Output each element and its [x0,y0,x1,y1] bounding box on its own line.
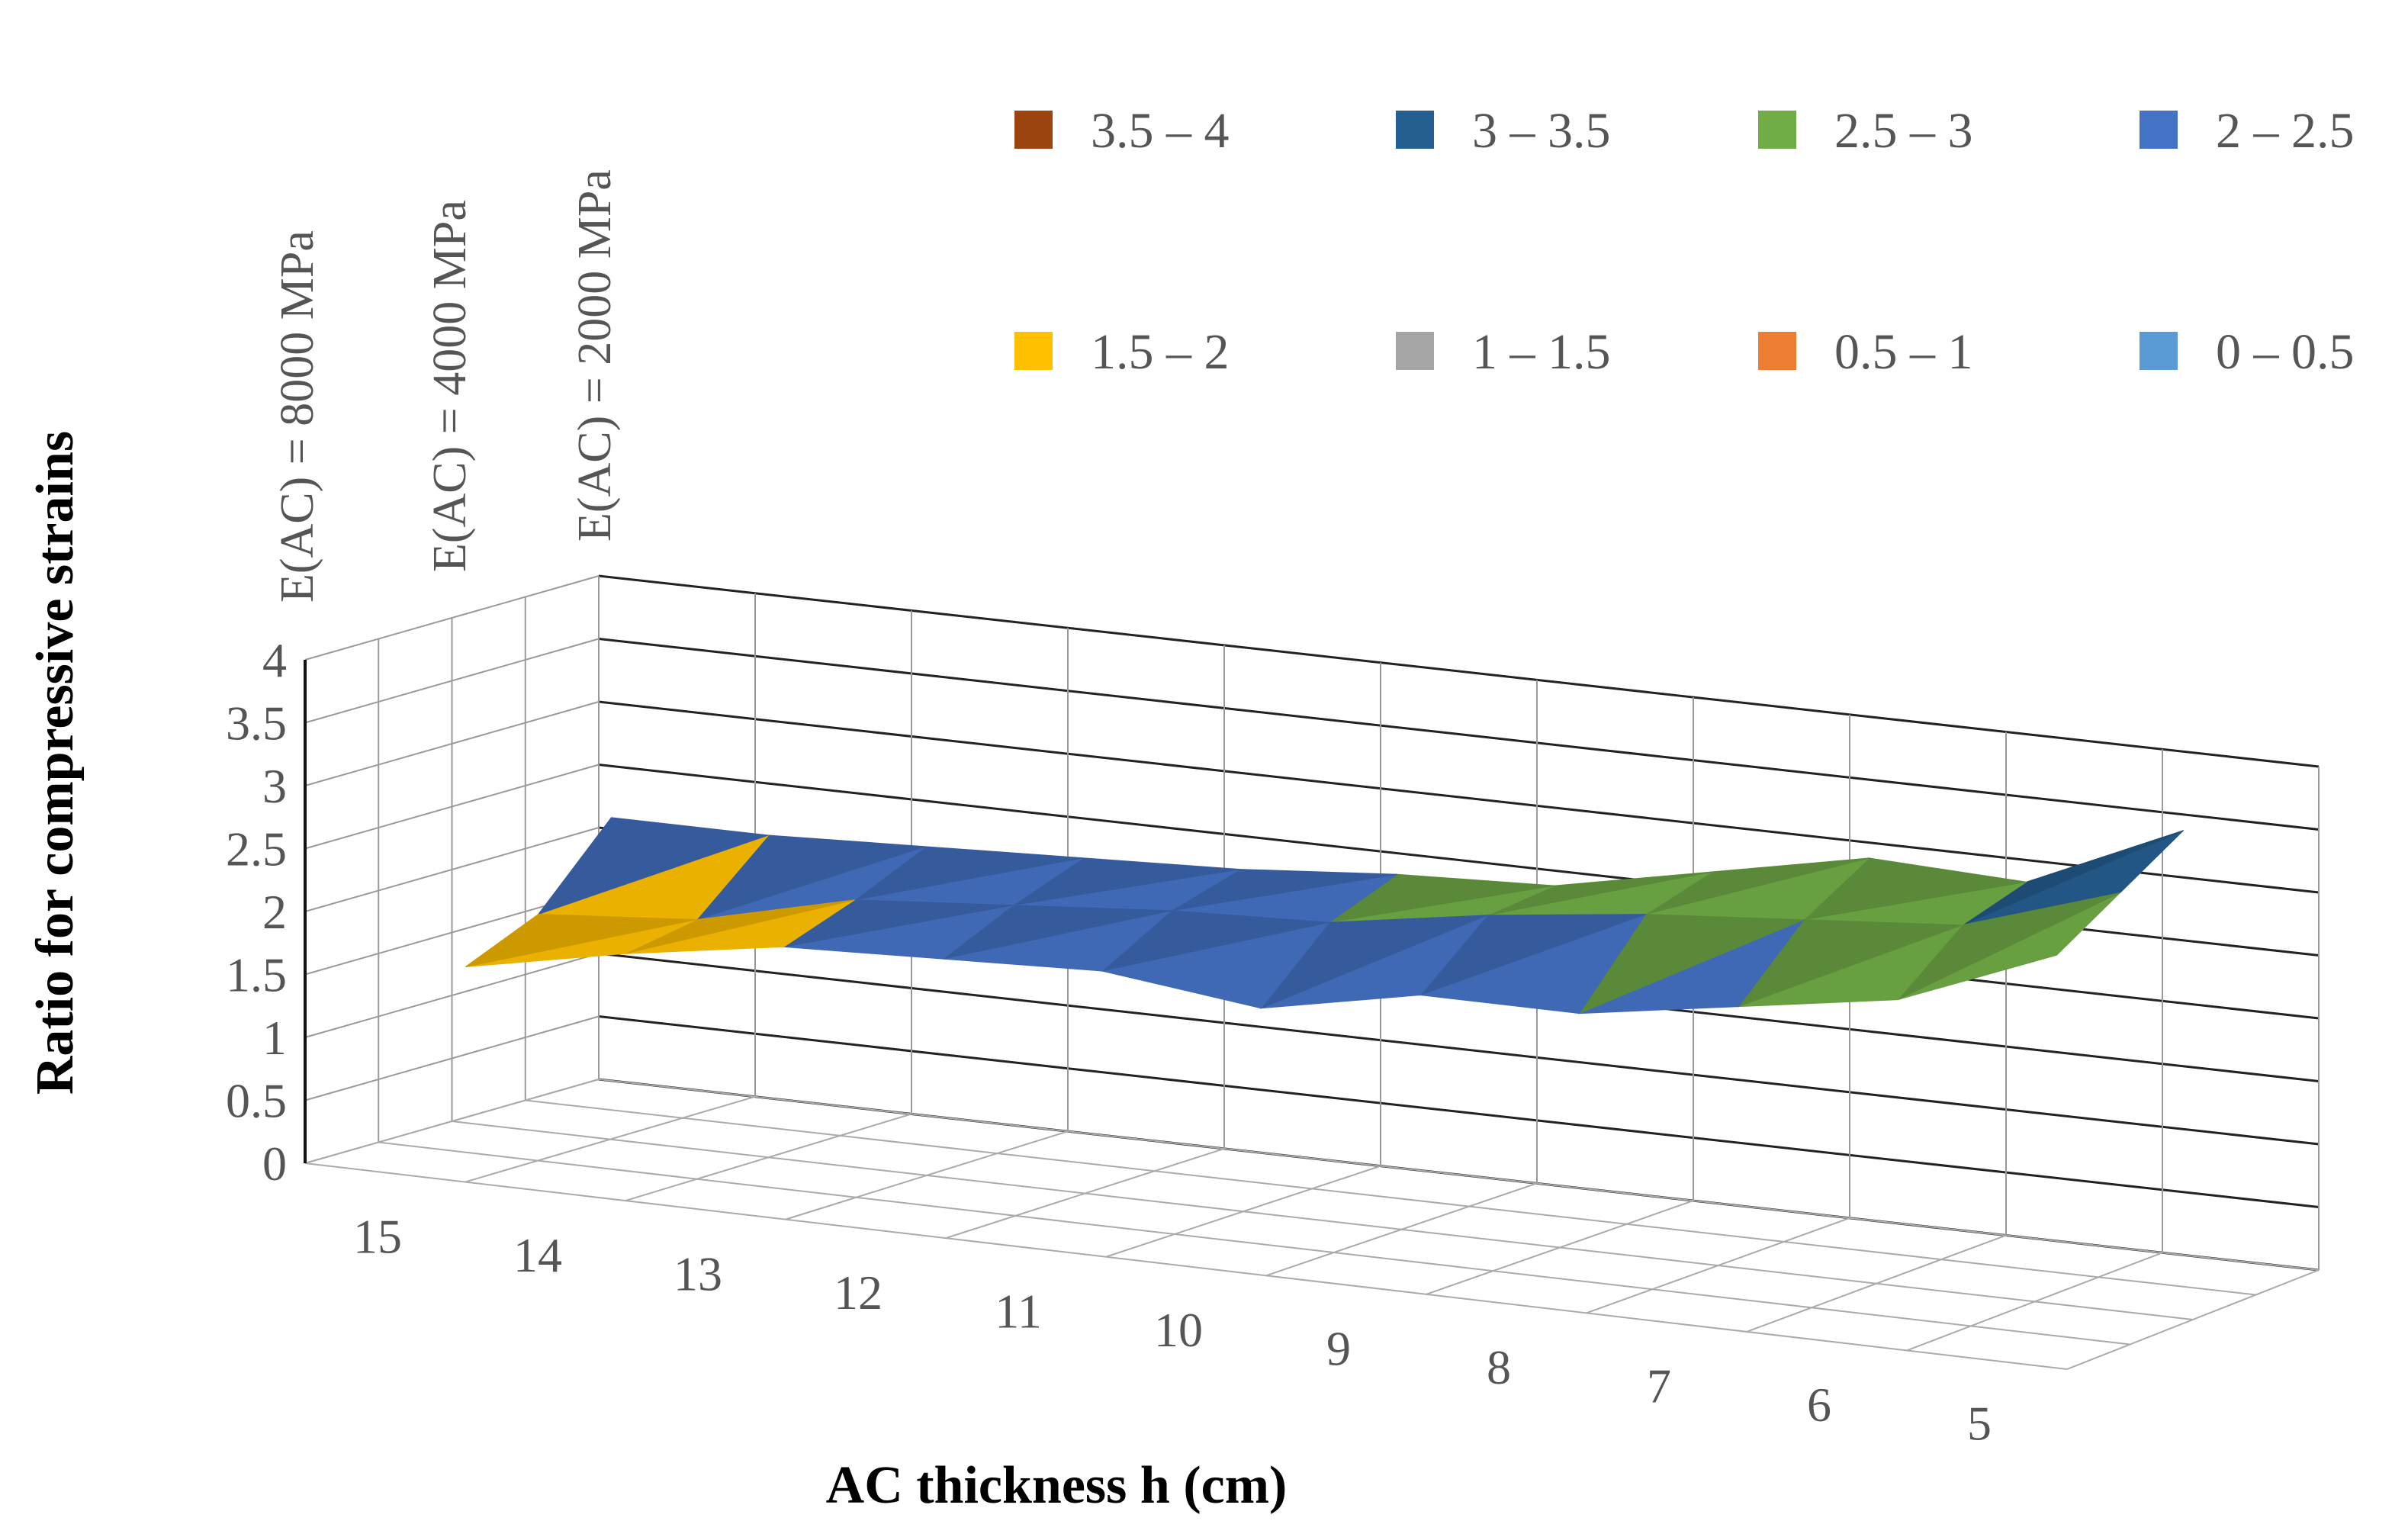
legend-label: 2.5 – 3 [1834,103,1973,159]
x-tick-label: 8 [1487,1340,1511,1394]
legend-swatch [1396,111,1434,149]
floor-gridline [378,1141,2130,1346]
legend-label: 0 – 0.5 [2216,324,2355,380]
legend-label: 2 – 2.5 [2216,103,2355,159]
legend-label: 0.5 – 1 [1834,324,1973,380]
z-tick-label: 4 [262,633,287,687]
legend-swatch [2140,332,2178,370]
back-wall-gridline [598,700,2320,894]
x-tick-label: 11 [995,1284,1042,1338]
back-wall-gridline [598,574,2320,768]
grid-layer [304,574,2320,1370]
floor-gridline [598,1079,2320,1271]
x-tick-label: 10 [1154,1303,1203,1357]
x-tick-label: 12 [834,1265,883,1320]
z-tick-label: 2 [262,885,287,939]
legend-label: 3 – 3.5 [1472,103,1611,159]
surface-facet [537,817,769,915]
legend: 3.5 – 4 3 – 3.5 2.5 – 3 2 – 2.5 1.5 – 2 1 – 1… [1014,103,2355,380]
series-label: E(AC) = 8000 MPa [272,230,323,603]
series-label: E(AC) = 4000 MPa [424,200,476,572]
x-tick-label: 9 [1326,1322,1351,1376]
x-tick-label: 14 [513,1228,562,1282]
x-tick-label: 6 [1807,1378,1831,1432]
z-tick-label: 0 [262,1137,287,1191]
x-tick-label: 7 [1647,1359,1671,1413]
x-tick-label: 13 [674,1246,722,1301]
z-tick-label: 1.5 [226,948,287,1002]
z-tick-label: 3 [262,759,287,813]
y-axis-title: Ratio for compressive strains [26,431,85,1095]
surface-facet [465,914,697,968]
x-axis-title: AC thickness h (cm) [826,1456,1288,1515]
z-tick-label: 0.5 [226,1074,287,1128]
legend-label: 1.5 – 2 [1091,324,1230,380]
z-tick-label: 1 [262,1011,287,1065]
back-wall-gridline [598,638,2320,831]
surface-layer [465,817,2185,1014]
floor-gridline [452,1121,2194,1320]
legend-swatch [2140,111,2178,149]
legend-swatch [1758,332,1796,370]
floor-gridline [304,1162,2068,1370]
legend-swatch [1014,111,1053,149]
z-tick-label: 3.5 [226,696,287,751]
label-layer: 0 0.5 1 1.5 2 2.5 3 3.5 4 15 14 13 12 11 10 9 8 7 6 5 E(AC) … [26,169,1992,1515]
front-grid-layer [304,660,307,1163]
legend-swatch [1396,332,1434,370]
z-tick-label: 2.5 [226,822,287,876]
x-tick-label: 5 [1967,1397,1992,1451]
legend-label: 1 – 1.5 [1472,324,1611,380]
x-tick-label: 15 [353,1209,402,1263]
legend-swatch [1014,332,1053,370]
floor-gridline [525,1099,2256,1296]
legend-swatch [1758,111,1796,149]
back-wall-gridline [598,952,2320,1146]
legend-label: 3.5 – 4 [1091,103,1230,159]
back-wall-gridline [598,1015,2320,1208]
series-label: E(AC) = 2000 MPa [569,169,621,542]
